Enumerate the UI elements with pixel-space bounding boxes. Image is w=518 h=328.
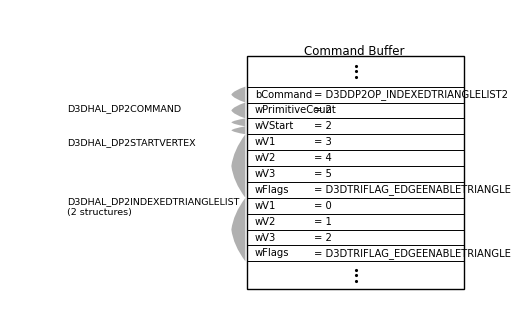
Text: = 4: = 4 [314,153,332,163]
Text: Command Buffer: Command Buffer [304,45,404,58]
PathPatch shape [232,87,246,118]
Text: wV1: wV1 [255,201,276,211]
Text: = 2: = 2 [314,105,332,115]
Text: = D3DTRIFLAG_EDGEENABLETRIANGLE: = D3DTRIFLAG_EDGEENABLETRIANGLE [314,248,511,259]
Text: = 1: = 1 [314,217,332,227]
Text: wV2: wV2 [255,217,276,227]
Text: = 0: = 0 [314,201,332,211]
Text: wFlags: wFlags [255,185,289,195]
Bar [248,56,464,289]
Text: = 2: = 2 [314,233,332,242]
Text: wPrimitiveCount: wPrimitiveCount [255,105,336,115]
Text: wV2: wV2 [255,153,276,163]
Text: = D3DDP2OP_INDEXEDTRIANGLELIST2: = D3DDP2OP_INDEXEDTRIANGLELIST2 [314,89,508,100]
Text: = 2: = 2 [314,121,332,131]
Text: wFlags: wFlags [255,248,289,258]
Text: = 3: = 3 [314,137,332,147]
Text: D3DHAL_DP2STARTVERTEX: D3DHAL_DP2STARTVERTEX [67,138,195,147]
PathPatch shape [232,118,246,134]
Text: D3DHAL_DP2INDEXEDTRIANGLELIST
(2 structures): D3DHAL_DP2INDEXEDTRIANGLELIST (2 structu… [67,197,239,217]
PathPatch shape [232,134,246,261]
Text: wV1: wV1 [255,137,276,147]
Text: wV3: wV3 [255,233,276,242]
Text: D3DHAL_DP2COMMAND: D3DHAL_DP2COMMAND [67,105,181,113]
Text: wVStart: wVStart [255,121,294,131]
Text: = D3DTRIFLAG_EDGEENABLETRIANGLE: = D3DTRIFLAG_EDGEENABLETRIANGLE [314,184,511,195]
Text: wV3: wV3 [255,169,276,179]
Text: = 5: = 5 [314,169,332,179]
Text: bCommand: bCommand [255,90,312,100]
